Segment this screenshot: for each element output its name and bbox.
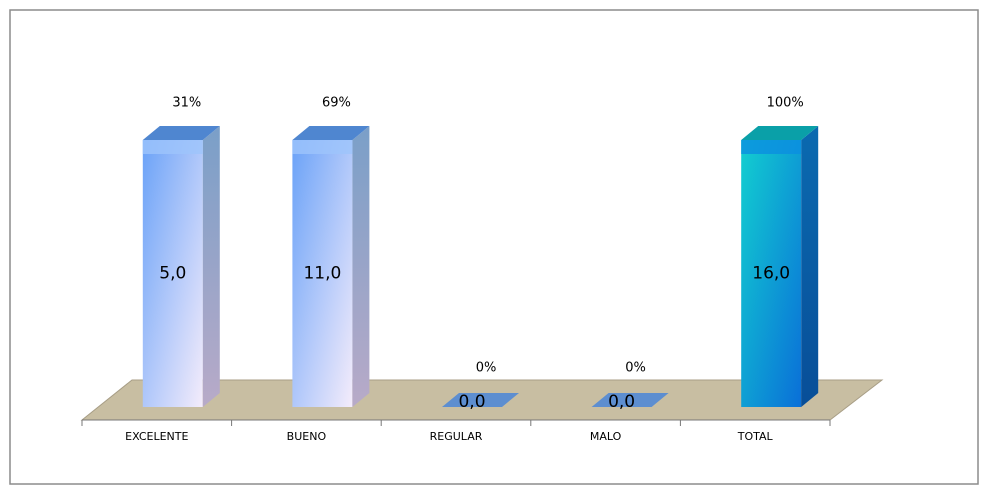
- bar-front: [292, 140, 353, 407]
- percent-label: 0%: [625, 361, 646, 376]
- x-tick-label: TOTAL: [737, 430, 774, 443]
- bar: [142, 126, 220, 407]
- bar: [591, 393, 669, 407]
- value-label: 5,0: [159, 264, 186, 284]
- bar-front: [741, 140, 802, 407]
- bar-top: [292, 126, 370, 140]
- x-tick-label: EXCELENTE: [125, 430, 188, 443]
- bar-side: [352, 126, 370, 407]
- bar-side: [202, 126, 220, 407]
- bar-band: [741, 140, 802, 154]
- bar-band: [142, 140, 203, 154]
- bar: [741, 126, 819, 407]
- x-tick-label: BUENO: [287, 430, 327, 443]
- value-label: 11,0: [303, 264, 341, 284]
- percent-label: 100%: [767, 96, 804, 111]
- value-label: 0,0: [608, 392, 635, 412]
- value-label: 0,0: [458, 392, 485, 412]
- bar-band: [292, 140, 353, 154]
- x-tick-label: REGULAR: [430, 430, 483, 443]
- percent-label: 31%: [172, 96, 201, 111]
- bar: [292, 126, 370, 407]
- bar: [442, 393, 519, 407]
- percent-label: 0%: [476, 361, 497, 376]
- percent-label: 69%: [322, 96, 351, 111]
- bar-top: [741, 126, 819, 140]
- bar-top: [142, 126, 220, 140]
- value-label: 16,0: [752, 264, 790, 284]
- bar-side: [801, 126, 819, 407]
- x-tick-label: MALO: [590, 430, 622, 443]
- bar-front: [142, 140, 203, 407]
